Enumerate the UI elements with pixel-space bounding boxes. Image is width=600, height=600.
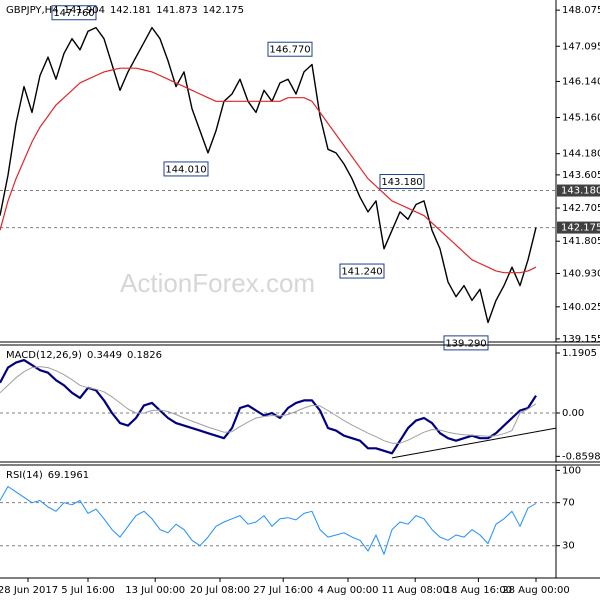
- panel-header: RSI(14) 69.1961: [6, 470, 89, 481]
- annotation-box: [267, 41, 313, 57]
- y-tick-label: 143.605: [562, 170, 600, 181]
- x-tick-label: 20 Jul 08:00: [190, 585, 250, 596]
- y-tick-label: 30: [562, 541, 575, 552]
- panel-header: MACD(12,26,9) 0.3449 0.1826: [6, 350, 162, 361]
- header-part: 0.3449: [87, 350, 122, 361]
- y-tick-label: 70: [562, 498, 575, 509]
- x-tick-label: 27 Jul 16:00: [253, 585, 313, 596]
- series-line: [0, 67, 537, 274]
- y-tick-label: 140.930: [562, 268, 600, 279]
- level-label: 143.180: [561, 186, 600, 197]
- header-part: 0.1826: [127, 350, 162, 361]
- x-tick-label: 28 Aug 00:00: [502, 585, 569, 596]
- y-tick-label: 100: [562, 465, 581, 476]
- x-tick-label: 5 Jul 16:00: [61, 585, 115, 596]
- header-part: 69.1961: [48, 470, 89, 481]
- x-tick-label: 11 Aug 08:00: [381, 585, 448, 596]
- annotation-box: [379, 174, 425, 190]
- series-line: [0, 26, 537, 324]
- header-part: 142.175: [203, 5, 244, 16]
- series-line: [0, 366, 537, 444]
- x-tick-label: 28 Jun 2017: [0, 585, 58, 596]
- level-label-box: [557, 221, 600, 234]
- annotation-box: [163, 161, 209, 177]
- watermark: ActionForex.com: [120, 268, 315, 298]
- annotation-box: [51, 5, 97, 21]
- y-tick-label: -0.8598: [562, 451, 600, 462]
- x-tick-label: 13 Jul 00:00: [125, 585, 185, 596]
- header-part: RSI(14): [6, 470, 43, 481]
- y-tick-label: 141.805: [562, 236, 600, 247]
- header-part: 141.904: [64, 5, 105, 16]
- annotation-label: 141.240: [341, 267, 382, 278]
- y-tick-label: 148.075: [562, 5, 600, 16]
- header-part: GBPJPY,H4: [6, 5, 59, 16]
- y-tick-label: 142.705: [562, 203, 600, 214]
- y-tick-label: 139.155: [562, 334, 600, 345]
- x-tick-label: 4 Aug 00:00: [317, 585, 378, 596]
- header-part: 142.181: [110, 5, 151, 16]
- header-part: MACD(12,26,9): [6, 350, 82, 361]
- y-tick-label: 0.00: [562, 408, 584, 419]
- y-tick-label: 145.160: [562, 113, 600, 124]
- annotation-label: 146.770: [269, 45, 310, 56]
- annotation-box: [443, 335, 489, 351]
- level-label-box: [557, 184, 600, 197]
- panel-header: GBPJPY,H4 141.904 142.181 141.873 142.175: [6, 5, 244, 16]
- y-tick-label: 147.095: [562, 41, 600, 52]
- level-label: 142.175: [561, 223, 600, 234]
- header-part: 141.873: [156, 5, 197, 16]
- x-tick-label: 18 Aug 16:00: [445, 585, 512, 596]
- annotation-label: 147.760: [53, 8, 94, 19]
- annotation-box: [339, 263, 385, 279]
- y-tick-label: 144.180: [562, 149, 600, 160]
- annotation-label: 139.290: [445, 338, 486, 349]
- trend-line: [391, 427, 557, 459]
- annotation-label: 143.180: [381, 177, 422, 188]
- y-tick-label: 146.140: [562, 76, 600, 87]
- y-tick-label: 140.025: [562, 302, 600, 313]
- annotation-label: 144.010: [165, 164, 206, 175]
- y-tick-label: 1.1905: [562, 348, 597, 359]
- series-line: [0, 486, 537, 555]
